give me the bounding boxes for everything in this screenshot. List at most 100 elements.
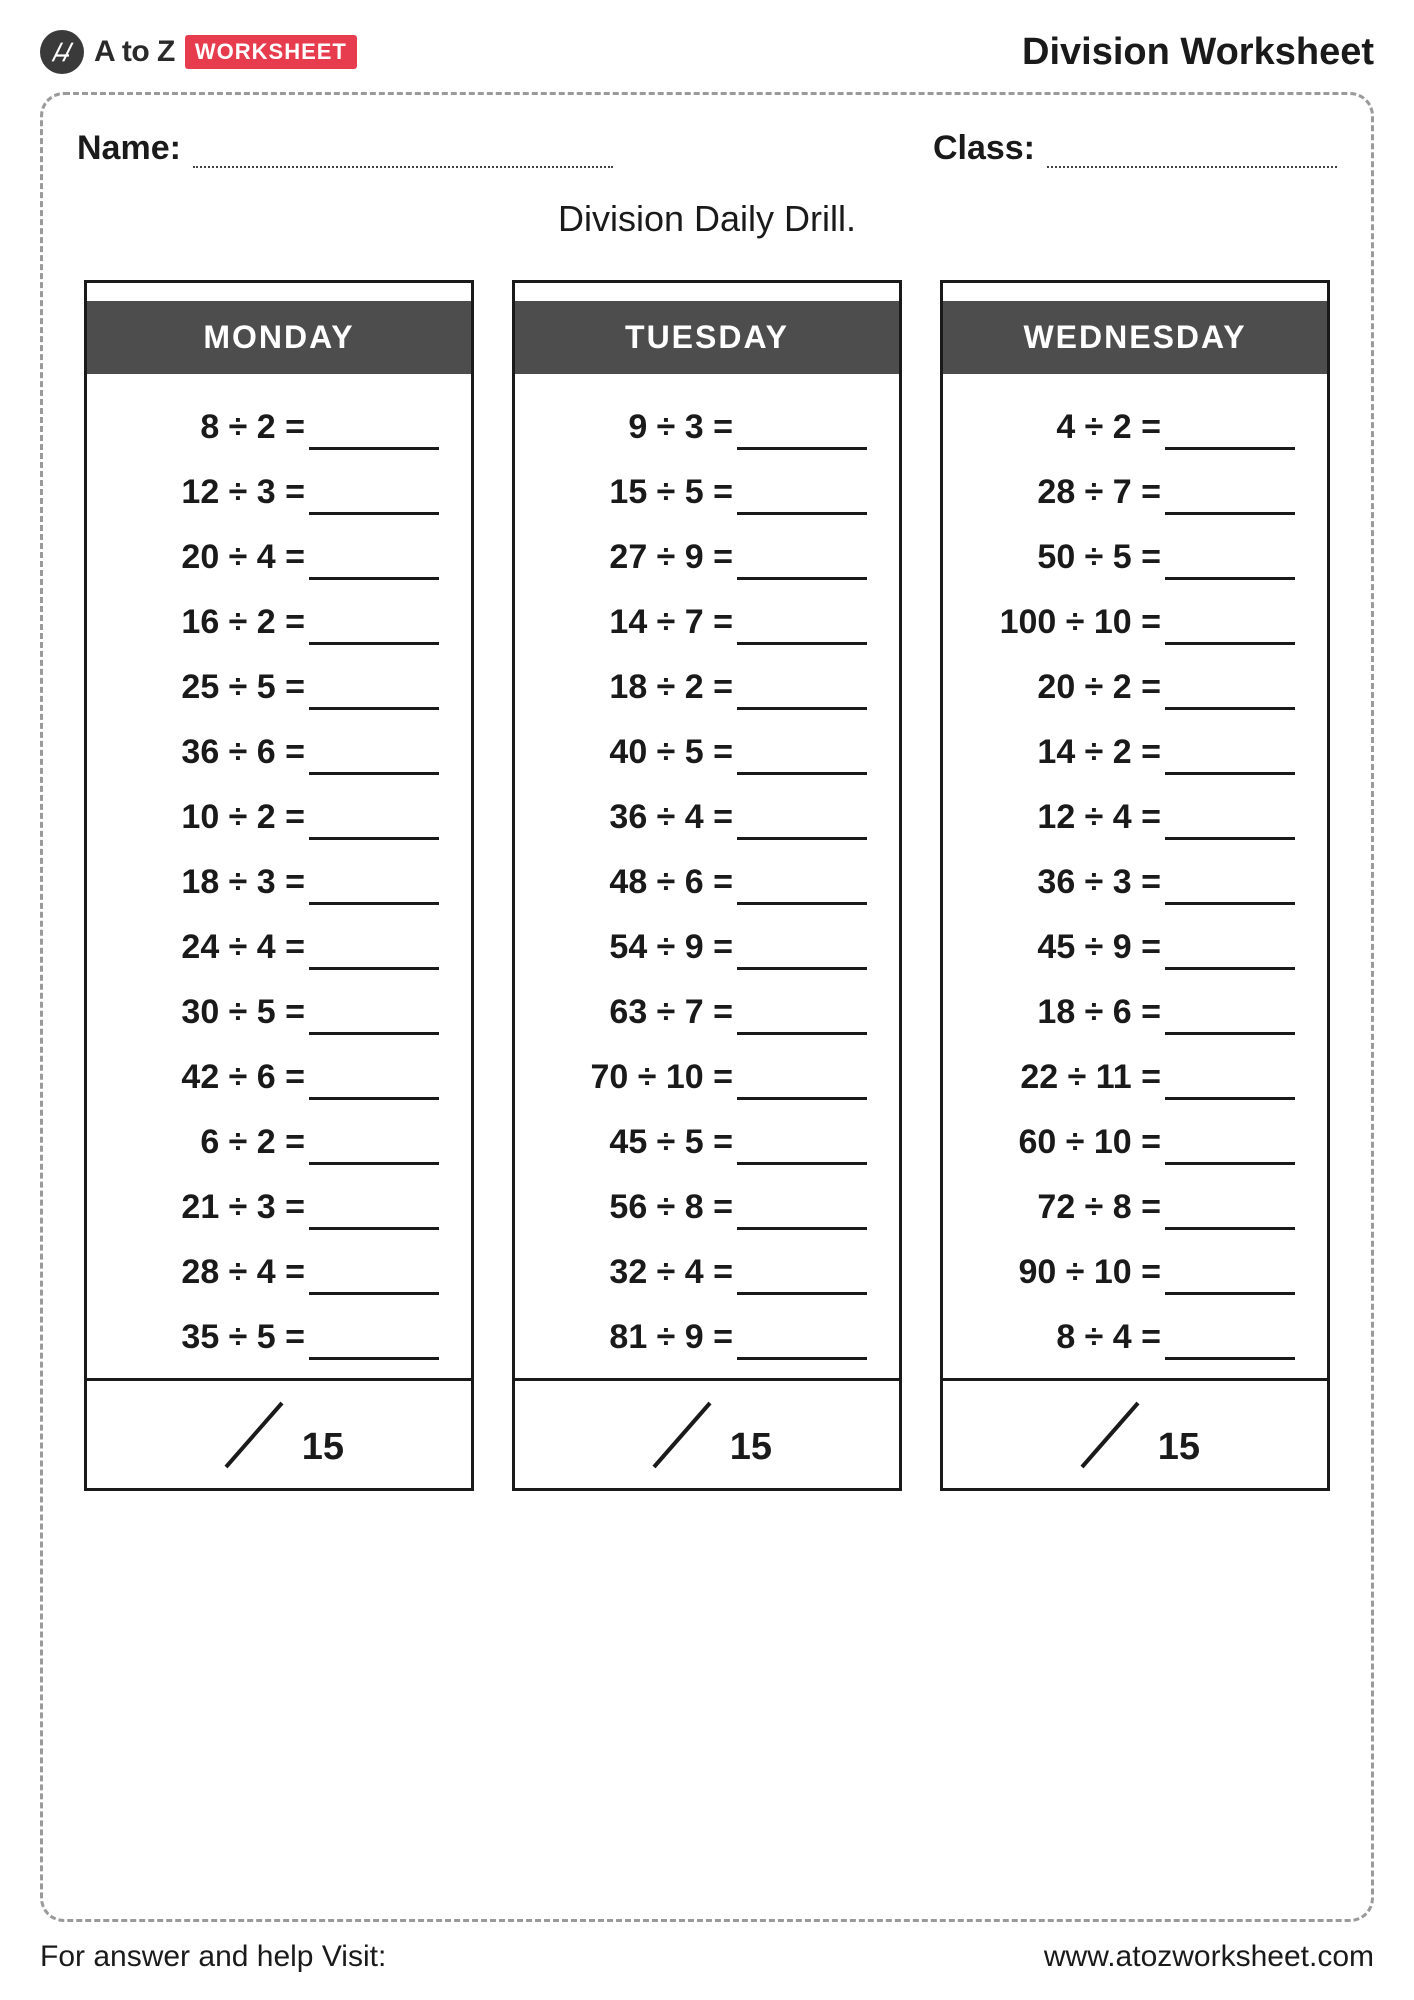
problem-row: 12 ÷ 4 =: [961, 800, 1309, 834]
problem-row: 14 ÷ 2 =: [961, 735, 1309, 769]
answer-blank[interactable]: [1165, 1161, 1295, 1165]
answer-blank[interactable]: [1165, 706, 1295, 710]
problem-expression: 16 ÷ 2 =: [105, 605, 305, 639]
problem-row: 36 ÷ 6 =: [105, 735, 453, 769]
problem-row: 8 ÷ 4 =: [961, 1320, 1309, 1354]
header-bar: A to Z WORKSHEET Division Worksheet: [40, 30, 1374, 74]
answer-blank[interactable]: [309, 1031, 439, 1035]
problem-row: 27 ÷ 9 =: [533, 540, 881, 574]
problem-list: 4 ÷ 2 = 28 ÷ 7 = 50 ÷ 5 = 100 ÷ 10 = 20 ÷ 2 …: [943, 374, 1327, 1378]
answer-blank[interactable]: [737, 641, 867, 645]
score-total: 15: [730, 1426, 772, 1469]
answer-blank[interactable]: [737, 901, 867, 905]
answer-blank[interactable]: [737, 1161, 867, 1165]
problem-row: 35 ÷ 5 =: [105, 1320, 453, 1354]
answer-blank[interactable]: [737, 576, 867, 580]
answer-blank[interactable]: [1165, 1291, 1295, 1295]
answer-blank[interactable]: [309, 511, 439, 515]
answer-blank[interactable]: [737, 511, 867, 515]
day-top-gap: [515, 283, 899, 301]
score-total: 15: [1158, 1426, 1200, 1469]
answer-blank[interactable]: [309, 1356, 439, 1360]
answer-blank[interactable]: [1165, 1096, 1295, 1100]
answer-blank[interactable]: [1165, 576, 1295, 580]
answer-blank[interactable]: [737, 836, 867, 840]
problem-row: 90 ÷ 10 =: [961, 1255, 1309, 1289]
problem-row: 25 ÷ 5 =: [105, 670, 453, 704]
answer-blank[interactable]: [309, 1096, 439, 1100]
problem-expression: 9 ÷ 3 =: [533, 410, 733, 444]
answer-blank[interactable]: [309, 1226, 439, 1230]
problem-row: 24 ÷ 4 =: [105, 930, 453, 964]
problem-row: 22 ÷ 11 =: [961, 1060, 1309, 1094]
footer-left: For answer and help Visit:: [40, 1940, 386, 1974]
problem-expression: 50 ÷ 5 =: [961, 540, 1161, 574]
answer-blank[interactable]: [737, 966, 867, 970]
problem-expression: 22 ÷ 11 =: [961, 1060, 1161, 1094]
problem-row: 100 ÷ 10 =: [961, 605, 1309, 639]
problem-expression: 6 ÷ 2 =: [105, 1125, 305, 1159]
answer-blank[interactable]: [1165, 1031, 1295, 1035]
problem-expression: 12 ÷ 4 =: [961, 800, 1161, 834]
problem-row: 63 ÷ 7 =: [533, 995, 881, 1029]
answer-blank[interactable]: [737, 1356, 867, 1360]
score-slash: 15: [1070, 1395, 1200, 1475]
answer-blank[interactable]: [1165, 966, 1295, 970]
answer-blank[interactable]: [309, 901, 439, 905]
name-blank[interactable]: [193, 166, 613, 168]
answer-blank[interactable]: [737, 771, 867, 775]
problem-row: 32 ÷ 4 =: [533, 1255, 881, 1289]
score-slash: 15: [642, 1395, 772, 1475]
score-row: 15: [87, 1378, 471, 1488]
answer-blank[interactable]: [309, 641, 439, 645]
answer-blank[interactable]: [1165, 1356, 1295, 1360]
answer-blank[interactable]: [1165, 641, 1295, 645]
brand-text-b: WORKSHEET: [185, 35, 357, 69]
answer-blank[interactable]: [309, 1291, 439, 1295]
problem-expression: 25 ÷ 5 =: [105, 670, 305, 704]
class-label: Class:: [933, 129, 1035, 168]
answer-blank[interactable]: [1165, 901, 1295, 905]
problem-expression: 36 ÷ 4 =: [533, 800, 733, 834]
problem-row: 81 ÷ 9 =: [533, 1320, 881, 1354]
answer-blank[interactable]: [737, 1226, 867, 1230]
answer-blank[interactable]: [737, 1031, 867, 1035]
answer-blank[interactable]: [309, 966, 439, 970]
problem-expression: 18 ÷ 2 =: [533, 670, 733, 704]
problem-expression: 20 ÷ 2 =: [961, 670, 1161, 704]
answer-blank[interactable]: [309, 1161, 439, 1165]
problem-row: 6 ÷ 2 =: [105, 1125, 453, 1159]
answer-blank[interactable]: [737, 706, 867, 710]
problem-row: 54 ÷ 9 =: [533, 930, 881, 964]
problem-row: 20 ÷ 2 =: [961, 670, 1309, 704]
answer-blank[interactable]: [737, 1096, 867, 1100]
score-slash: 15: [214, 1395, 344, 1475]
problem-row: 4 ÷ 2 =: [961, 410, 1309, 444]
logo-icon: [40, 30, 84, 74]
problem-expression: 28 ÷ 7 =: [961, 475, 1161, 509]
problem-expression: 14 ÷ 7 =: [533, 605, 733, 639]
problem-row: 40 ÷ 5 =: [533, 735, 881, 769]
answer-blank[interactable]: [309, 446, 439, 450]
answer-blank[interactable]: [1165, 836, 1295, 840]
answer-blank[interactable]: [309, 576, 439, 580]
answer-blank[interactable]: [309, 771, 439, 775]
problem-row: 50 ÷ 5 =: [961, 540, 1309, 574]
problem-row: 45 ÷ 9 =: [961, 930, 1309, 964]
problem-list: 9 ÷ 3 =15 ÷ 5 =27 ÷ 9 =14 ÷ 7 =18 ÷ 2 =4…: [515, 374, 899, 1378]
problem-expression: 81 ÷ 9 =: [533, 1320, 733, 1354]
problem-row: 8 ÷ 2 =: [105, 410, 453, 444]
answer-blank[interactable]: [737, 446, 867, 450]
problem-expression: 14 ÷ 2 =: [961, 735, 1161, 769]
answer-blank[interactable]: [1165, 771, 1295, 775]
problem-expression: 70 ÷ 10 =: [533, 1060, 733, 1094]
answer-blank[interactable]: [1165, 446, 1295, 450]
class-blank[interactable]: [1047, 166, 1337, 168]
answer-blank[interactable]: [309, 836, 439, 840]
answer-blank[interactable]: [1165, 511, 1295, 515]
answer-blank[interactable]: [309, 706, 439, 710]
answer-blank[interactable]: [1165, 1226, 1295, 1230]
problem-expression: 48 ÷ 6 =: [533, 865, 733, 899]
answer-blank[interactable]: [737, 1291, 867, 1295]
columns-container: MONDAY8 ÷ 2 =12 ÷ 3 =20 ÷ 4 =16 ÷ 2 =25 …: [77, 280, 1337, 1491]
